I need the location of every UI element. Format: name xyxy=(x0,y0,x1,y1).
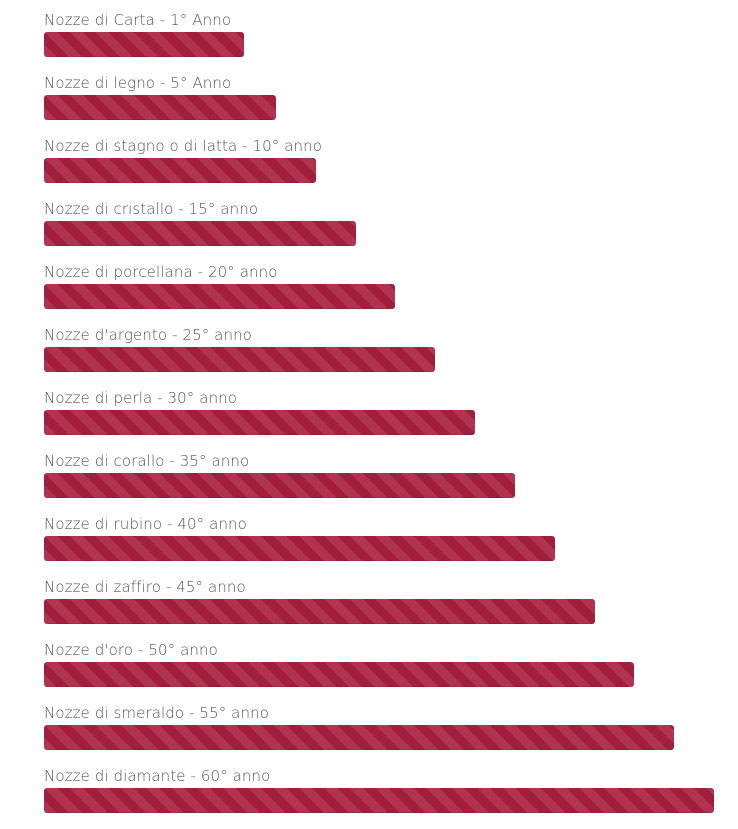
bar xyxy=(44,410,475,435)
bar xyxy=(44,347,435,372)
bar-track xyxy=(44,284,724,309)
bar-label: Nozze di smeraldo - 55° anno xyxy=(44,704,269,722)
bar xyxy=(44,536,555,561)
bar-track xyxy=(44,536,724,561)
bar-row: Nozze di rubino - 40° anno xyxy=(44,514,724,577)
bar-label: Nozze d'oro - 50° anno xyxy=(44,641,218,659)
bar-label: Nozze di porcellana - 20° anno xyxy=(44,263,278,281)
bar-track xyxy=(44,410,724,435)
bar-track xyxy=(44,788,724,813)
bar-row: Nozze di perla - 30° anno xyxy=(44,388,724,451)
bar-label: Nozze di diamante - 60° anno xyxy=(44,767,271,785)
bar-row: Nozze di porcellana - 20° anno xyxy=(44,262,724,325)
bar-label: Nozze di legno - 5° Anno xyxy=(44,74,232,92)
bar xyxy=(44,158,316,183)
bar xyxy=(44,599,595,624)
bar xyxy=(44,95,276,120)
bar-track xyxy=(44,32,724,57)
bar-row: Nozze di cristallo - 15° anno xyxy=(44,199,724,262)
bar-label: Nozze di stagno o di latta - 10° anno xyxy=(44,137,323,155)
bar-label: Nozze di cristallo - 15° anno xyxy=(44,200,259,218)
bar xyxy=(44,284,395,309)
bar-track xyxy=(44,95,724,120)
bar xyxy=(44,221,356,246)
bar-row: Nozze di stagno o di latta - 10° anno xyxy=(44,136,724,199)
bar-row: Nozze di legno - 5° Anno xyxy=(44,73,724,136)
bar-label: Nozze d'argento - 25° anno xyxy=(44,326,252,344)
bar xyxy=(44,473,515,498)
bar-row: Nozze di diamante - 60° anno xyxy=(44,766,724,829)
bar-label: Nozze di Carta - 1° Anno xyxy=(44,11,232,29)
bar-label: Nozze di zaffiro - 45° anno xyxy=(44,578,246,596)
bar-track xyxy=(44,221,724,246)
bar-row: Nozze di smeraldo - 55° anno xyxy=(44,703,724,766)
bar xyxy=(44,662,634,687)
bar-label: Nozze di rubino - 40° anno xyxy=(44,515,247,533)
bar-row: Nozze d'argento - 25° anno xyxy=(44,325,724,388)
bar-track xyxy=(44,158,724,183)
bar xyxy=(44,725,674,750)
bar-row: Nozze di zaffiro - 45° anno xyxy=(44,577,724,640)
bar-track xyxy=(44,662,724,687)
bar xyxy=(44,32,244,57)
bar-track xyxy=(44,599,724,624)
bar-label: Nozze di perla - 30° anno xyxy=(44,389,238,407)
bar-row: Nozze di corallo - 35° anno xyxy=(44,451,724,514)
bar xyxy=(44,788,714,813)
bar-track xyxy=(44,725,724,750)
bar-track xyxy=(44,347,724,372)
bar-track xyxy=(44,473,724,498)
bar-chart: Nozze di Carta - 1° Anno Nozze di legno -… xyxy=(44,10,724,829)
bar-row: Nozze di Carta - 1° Anno xyxy=(44,10,724,73)
bar-label: Nozze di corallo - 35° anno xyxy=(44,452,250,470)
bar-row: Nozze d'oro - 50° anno xyxy=(44,640,724,703)
